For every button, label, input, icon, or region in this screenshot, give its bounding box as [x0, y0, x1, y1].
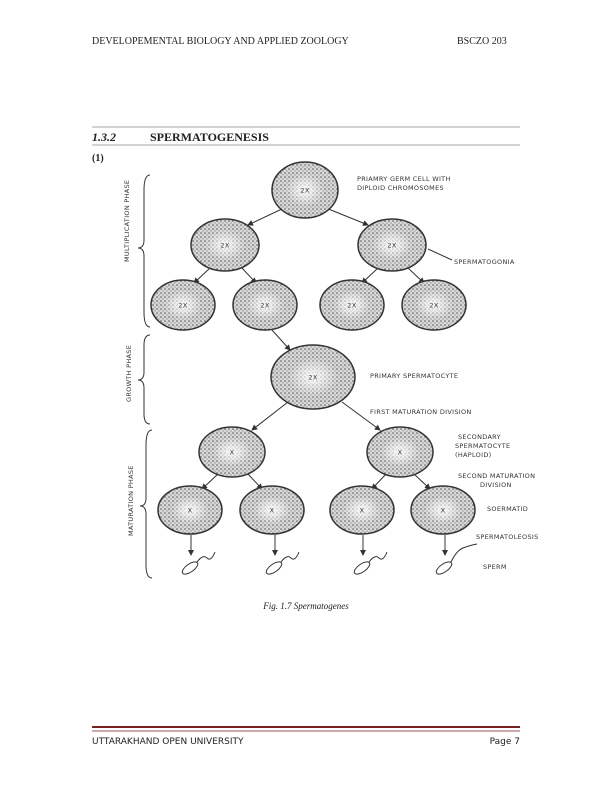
cell-label: 2X [178, 302, 187, 310]
cell-label: X [230, 449, 235, 457]
cell-nucleus [380, 437, 420, 467]
cell-nucleus [245, 290, 285, 320]
cell-nucleus [212, 437, 252, 467]
header-code: BSCZO 203 [457, 36, 507, 47]
cell-label: X [270, 507, 275, 515]
header-title: DEVELOPEMENTAL BIOLOGY AND APPLIED ZOOLO… [92, 36, 349, 47]
cell-label: 2X [308, 374, 317, 382]
footer-university: UTTARAKHAND OPEN UNIVERSITY [92, 737, 244, 747]
sperms [181, 543, 478, 575]
annotation: SPERMATOGONIA [454, 258, 515, 266]
brace [137, 334, 151, 425]
arrows [188, 207, 448, 556]
cell-label: 2X [300, 187, 309, 195]
cell-nucleus [332, 290, 372, 320]
cell-nucleus [170, 495, 210, 525]
cell-label: X [398, 449, 403, 457]
annotation: SECONDARY [458, 433, 501, 441]
annotation: PRIMARY SPERMATOCYTE [370, 372, 458, 380]
cell-label: 2X [260, 302, 269, 310]
brace [137, 174, 151, 328]
cells: 2X 2X 2X 2X 2X 2X 2X 2X X X X X X X [150, 161, 476, 535]
cell-label: 2X [347, 302, 356, 310]
pointer [427, 248, 453, 261]
cell-nucleus [342, 495, 382, 525]
annotation: SPERM [483, 563, 507, 571]
figure-number: (1) [92, 153, 104, 164]
phase-label: GROWTH PHASE [125, 345, 133, 402]
cell-nucleus [252, 495, 292, 525]
annotation: SECOND MATURATION [458, 472, 535, 480]
cell-label: X [360, 507, 365, 515]
annotation: DIVISION [480, 481, 512, 489]
footer-page: Page 7 [490, 737, 520, 747]
diagram: MULTIPLICATION PHASE GROWTH PHASE MATURA… [123, 161, 539, 579]
annotation: (HAPLOID) [455, 451, 491, 459]
phase-label: MULTIPLICATION PHASE [123, 180, 131, 262]
cell-nucleus [163, 290, 203, 320]
annotation: SPERMATOCYTE [455, 442, 510, 450]
section-title: SPERMATOGENESIS [150, 130, 269, 144]
annotation: DIPLOID CHROMOSOMES [357, 184, 444, 192]
cell-label: X [441, 507, 446, 515]
cell-nucleus [371, 229, 413, 261]
caption: Fig. 1.7 Spermatogenes [262, 601, 349, 611]
cell-label: 2X [220, 242, 229, 250]
cell-label: 2X [387, 242, 396, 250]
section-number: 1.3.2 [92, 130, 116, 144]
cell-nucleus [204, 229, 246, 261]
cell-label: X [188, 507, 193, 515]
annotation: SPERMATOLEOSIS [476, 533, 539, 541]
annotation: PRIAMRY GERM CELL WITH [357, 175, 451, 183]
cell-nucleus [285, 173, 325, 207]
cell-label: 2X [429, 302, 438, 310]
phase-label: MATURATION PHASE [127, 465, 135, 536]
cell-nucleus [423, 495, 463, 525]
cell-nucleus [414, 290, 454, 320]
annotation: SOERMATID [487, 505, 528, 513]
cell-nucleus [287, 357, 339, 397]
annotation: FIRST MATURATION DIVISION [370, 408, 472, 416]
brace [139, 429, 153, 579]
